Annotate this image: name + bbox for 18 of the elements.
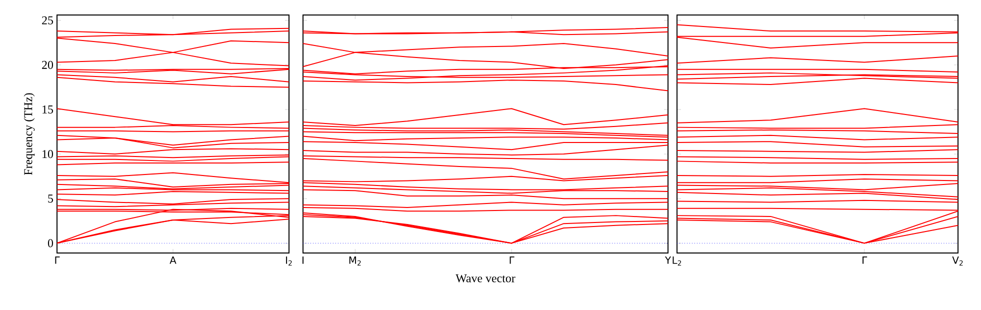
y-tick-label: 20	[42, 60, 54, 69]
y-axis-title: Frequency (THz)	[24, 93, 35, 175]
y-tick-label: 25	[42, 16, 54, 24]
x-tick-label: Γ	[55, 256, 60, 264]
x-tick-label: Γ	[510, 256, 514, 264]
x-tick-label: M$_{2}$	[349, 256, 361, 266]
x-tick-label: A	[170, 256, 176, 264]
x-tick-label: Y	[664, 256, 672, 264]
x-tick-label: I	[302, 256, 304, 264]
x-tick-label: Γ	[862, 256, 868, 264]
y-tick-label: 10	[42, 150, 54, 158]
y-tick-label: 15	[42, 105, 54, 114]
x-tick-label: L$_{2}$	[672, 256, 682, 266]
x-axis-title: Wave vector	[456, 274, 516, 282]
y-tick-label: 5	[48, 194, 54, 203]
x-tick-label: V$_{2}$	[952, 256, 963, 266]
x-tick-label: I$_{2}$	[286, 256, 292, 266]
y-tick-label: 0	[48, 239, 54, 248]
